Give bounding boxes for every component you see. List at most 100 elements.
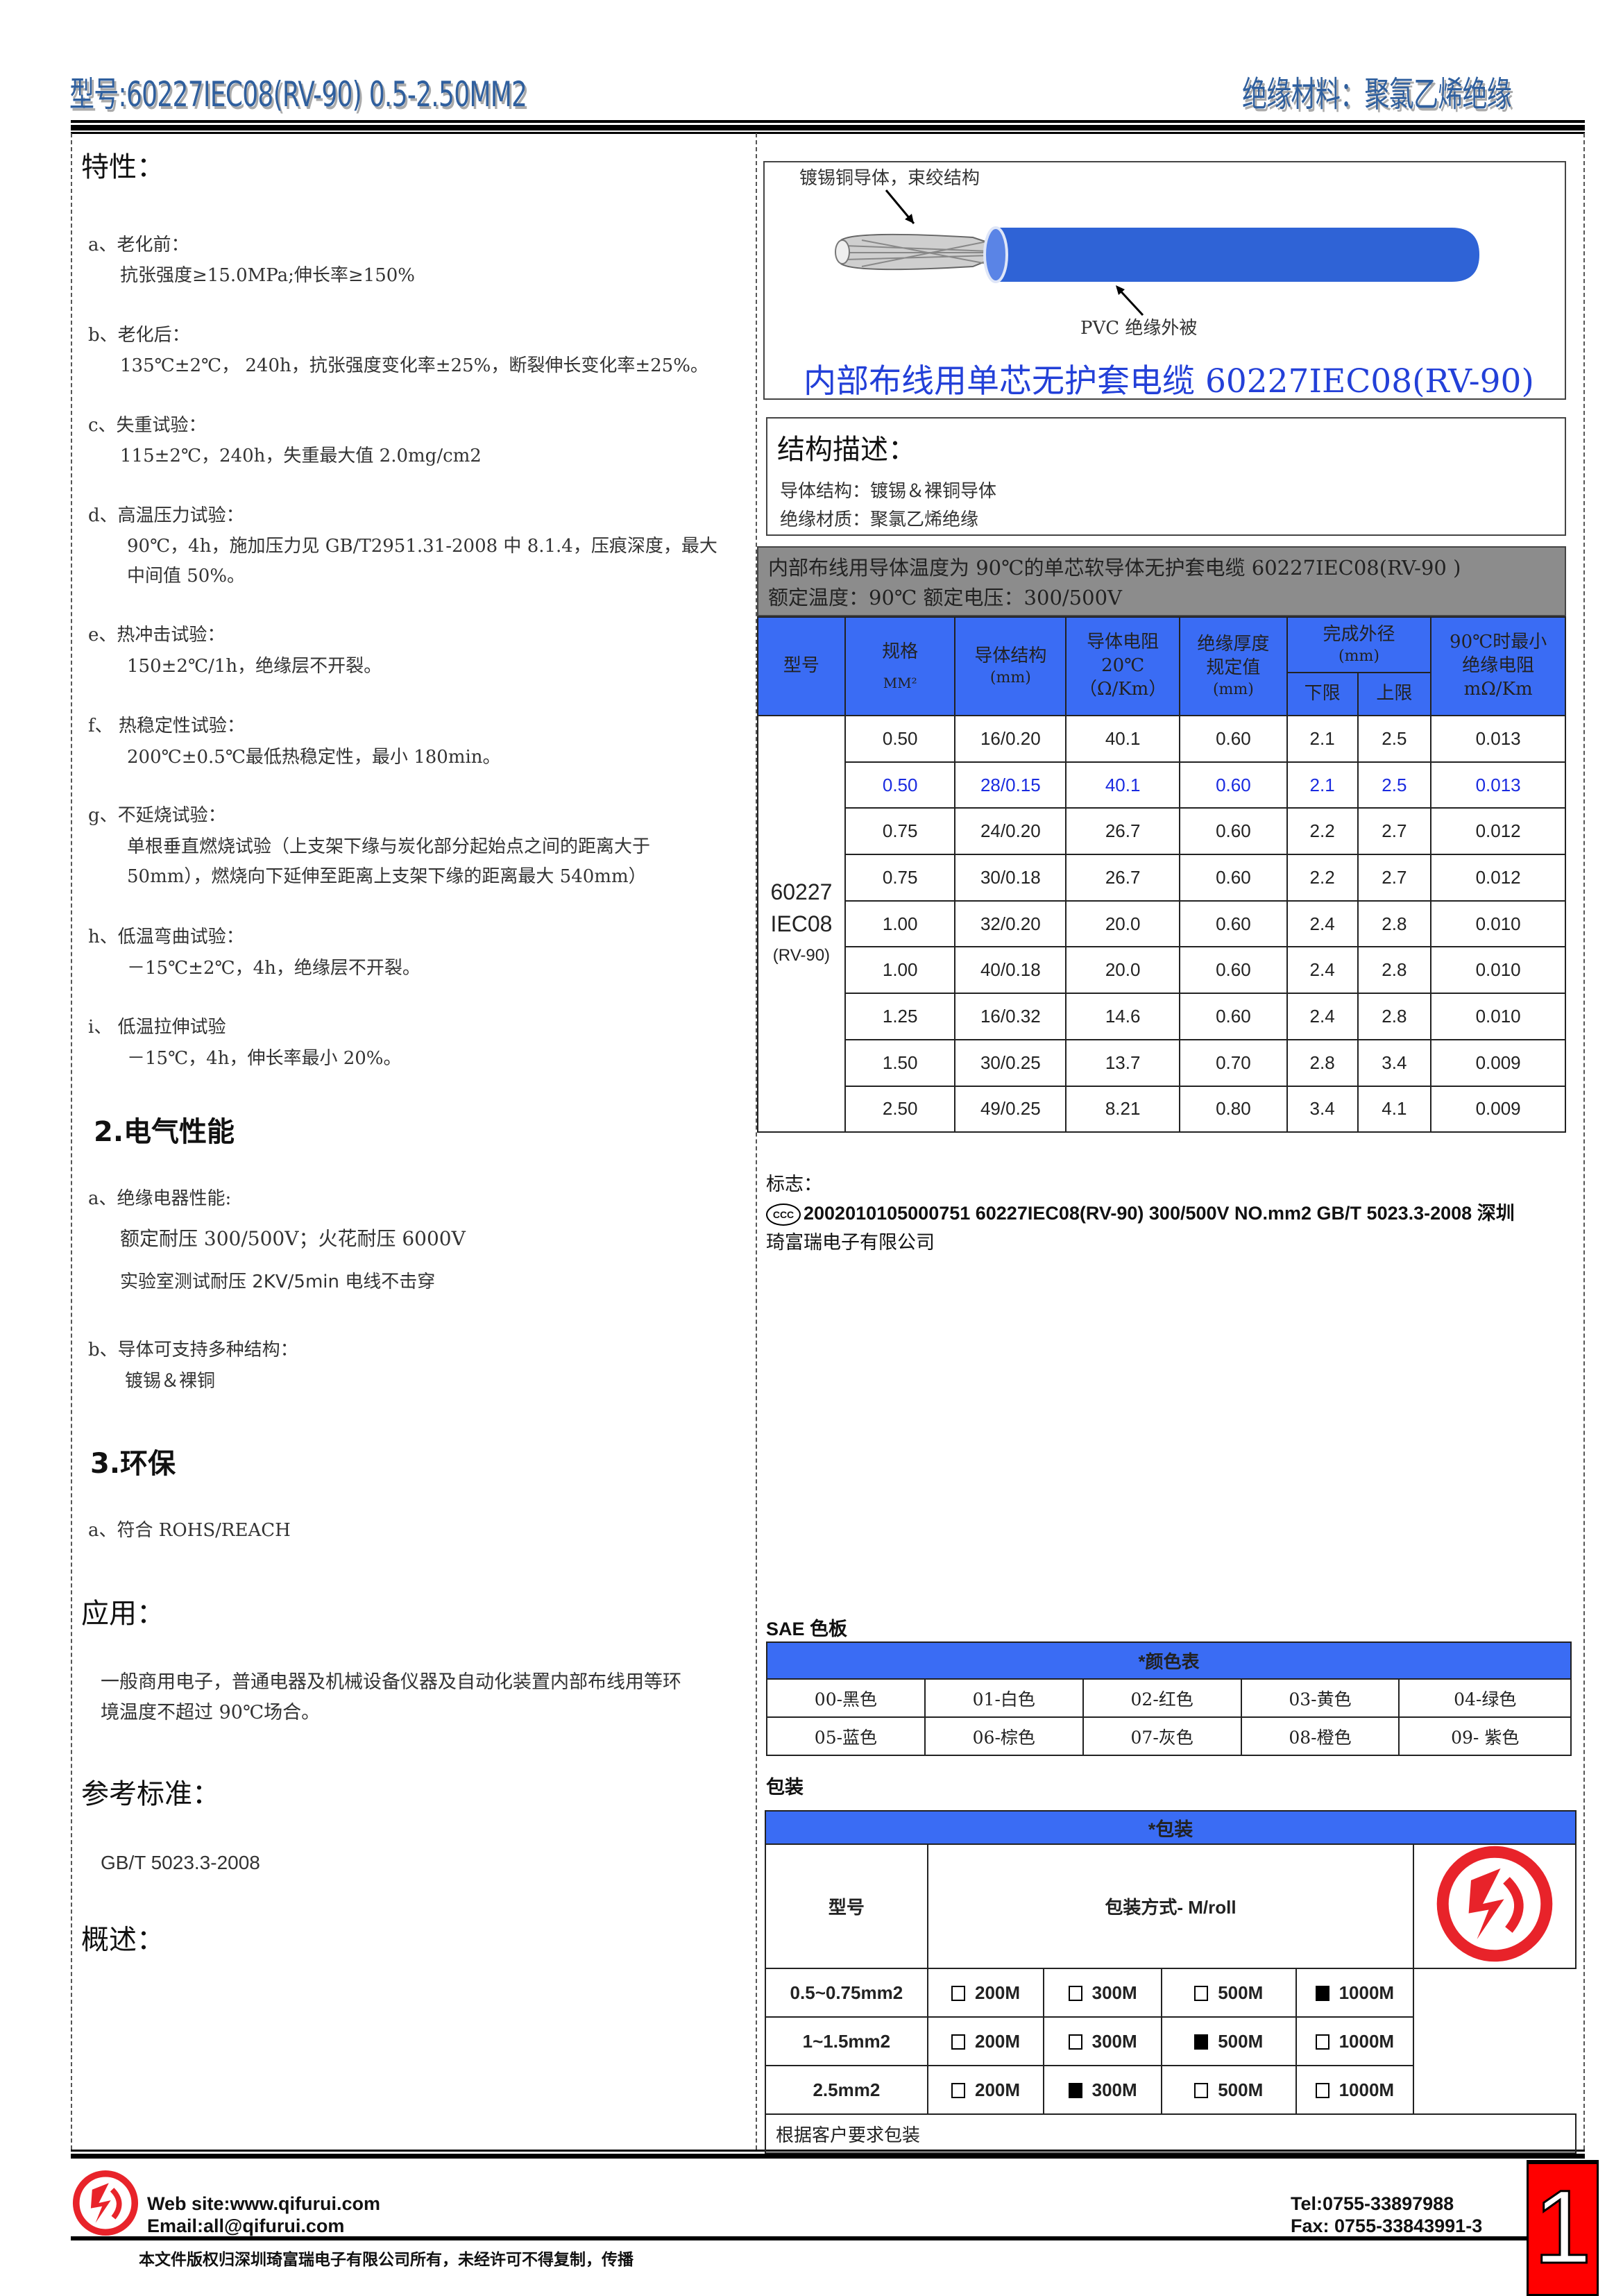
divider xyxy=(71,125,1585,130)
unchecked-box-icon[interactable] xyxy=(1194,1985,1209,2001)
electrical-a-line: 实验室测试耐压 2KV/5min 电线不击穿 xyxy=(120,1272,436,1292)
header-insulation: 绝缘厚度 规定值 (mm) xyxy=(1179,616,1288,716)
spec-row: 0.75 24/0.20 26.7 0.60 2.2 2.7 0.012 xyxy=(758,807,1566,856)
spec-cell: 40/0.18 xyxy=(954,946,1067,995)
color-cell: 00-黑色 xyxy=(766,1678,926,1718)
spec-row: 0.75 30/0.18 26.7 0.60 2.2 2.7 0.012 xyxy=(758,854,1566,902)
electrical-b-label: b、导体可支持多种结构： xyxy=(88,1340,298,1360)
packaging-table: *包装 型号 包装方式- M/roll 0.5~0.75mm2 200M 300M 50… xyxy=(765,1810,1577,2154)
packaging-option-label: 200M xyxy=(975,2079,1021,2100)
unchecked-box-icon[interactable] xyxy=(1315,2034,1329,2050)
spec-cell: 2.5 xyxy=(1357,761,1432,809)
spec-cell: 0.50 xyxy=(844,761,956,809)
spec-cell: 1.50 xyxy=(844,1038,956,1087)
property-value: －15℃，4h，伸长率最小 20%。 xyxy=(127,1048,402,1069)
packaging-option[interactable]: 200M xyxy=(926,1968,1045,2018)
spec-cell: 0.012 xyxy=(1430,807,1566,856)
spec-row: 1.00 32/0.20 20.0 0.60 2.4 2.8 0.010 xyxy=(758,900,1566,948)
spec-cell: 2.8 xyxy=(1286,1038,1359,1087)
spec-row: 1.00 40/0.18 20.0 0.60 2.4 2.8 0.010 xyxy=(758,946,1566,995)
property-value: 中间值 50%。 xyxy=(127,566,246,586)
spec-cell: 2.7 xyxy=(1357,854,1432,902)
packaging-option[interactable]: 500M xyxy=(1160,2065,1297,2115)
checked-box-icon[interactable] xyxy=(1194,2034,1209,2050)
packaging-title: 包装 xyxy=(766,1777,804,1798)
packaging-option[interactable]: 1000M xyxy=(1295,1968,1415,2018)
packaging-option[interactable]: 200M xyxy=(926,2065,1045,2115)
spec-cell: 2.7 xyxy=(1357,807,1432,856)
header-insulation-resistance: 90℃时最小 绝缘电阻 mΩ/Km xyxy=(1430,616,1566,716)
packaging-option[interactable]: 300M xyxy=(1043,2065,1162,2115)
packaging-option[interactable]: 300M xyxy=(1043,1968,1162,2018)
spec-row: 1.50 30/0.25 13.7 0.70 2.8 3.4 0.009 xyxy=(758,1038,1566,1087)
conductor-label: 镀锡铜导体，束绞结构 xyxy=(799,168,980,189)
packaging-option-label: 1000M xyxy=(1339,2030,1395,2052)
footer-website[interactable]: Web site:www.qifurui.com xyxy=(147,2193,381,2214)
packaging-note: 根据客户要求包装 xyxy=(765,2113,1577,2154)
spec-cell: 2.2 xyxy=(1286,807,1359,856)
spec-row: 60227 IEC08 (RV-90) 0.50 16/0.20 40.1 0.60 2.1 2… xyxy=(757,714,1566,1133)
footer-email[interactable]: Email:all@qifurui.com xyxy=(147,2215,345,2236)
color-cell: 01-白色 xyxy=(924,1678,1084,1718)
packaging-option[interactable]: 500M xyxy=(1160,1968,1297,2018)
color-table-header: *颜色表 xyxy=(766,1641,1572,1680)
header-resistance: 导体电阻 20℃ （Ω/Km） xyxy=(1065,616,1181,716)
spec-cell: 0.009 xyxy=(1430,1085,1566,1133)
property-value: －15℃±2℃，4h，绝缘层不开裂。 xyxy=(127,958,420,979)
color-cell: 03-黄色 xyxy=(1240,1678,1400,1718)
unchecked-box-icon[interactable] xyxy=(951,2034,966,2050)
packaging-option-label: 200M xyxy=(975,1982,1021,2003)
color-cell: 04-绿色 xyxy=(1398,1678,1572,1718)
structure-conductor: 导体结构：镀锡＆裸铜导体 xyxy=(780,481,997,502)
product-title: 内部布线用单芯无护套电缆 60227IEC08(RV-90) xyxy=(804,362,1534,400)
header-od-max: 上限 xyxy=(1357,672,1432,716)
spec-cell: 2.4 xyxy=(1286,946,1359,995)
checked-box-icon[interactable] xyxy=(1315,1985,1329,2001)
color-cell: 08-橙色 xyxy=(1240,1716,1400,1756)
packaging-option-label: 200M xyxy=(975,2030,1021,2052)
packaging-option[interactable]: 1000M xyxy=(1295,2065,1415,2115)
application-title: 应用： xyxy=(81,1598,164,1630)
packaging-option[interactable]: 300M xyxy=(1043,2016,1162,2066)
unchecked-box-icon[interactable] xyxy=(1194,2082,1209,2098)
spec-row: 1.25 16/0.32 14.6 0.60 2.4 2.8 0.010 xyxy=(758,993,1566,1040)
packaging-model: 2.5mm2 xyxy=(765,2065,928,2115)
spec-cell: 0.60 xyxy=(1179,854,1288,902)
divider xyxy=(71,120,1585,123)
spec-cell: 4.1 xyxy=(1357,1085,1432,1133)
application-line: 境温度不超过 90℃场合。 xyxy=(101,1702,321,1723)
color-row: 05-蓝色 06-棕色 07-灰色 08-橙色 09- 紫色 xyxy=(766,1716,1572,1756)
electrical-title: 2.电气性能 xyxy=(94,1116,235,1148)
packaging-option[interactable]: 500M xyxy=(1160,2016,1297,2066)
packaging-option[interactable]: 1000M xyxy=(1295,2016,1415,2066)
spec-row: 0.50 28/0.15 40.1 0.60 2.1 2.5 0.013 xyxy=(758,761,1566,809)
spec-cell: 0.010 xyxy=(1430,993,1566,1040)
packaging-col-method: 包装方式- M/roll xyxy=(926,1843,1415,1969)
unchecked-box-icon[interactable] xyxy=(1068,2034,1082,2050)
packaging-row: 2.5mm2 200M 300M 500M 1000M xyxy=(765,2065,1576,2115)
unchecked-box-icon[interactable] xyxy=(951,2082,966,2098)
property-label: d、高温压力试验： xyxy=(88,505,244,526)
property-value: 150±2℃/1h，绝缘层不开裂。 xyxy=(127,656,382,677)
spec-cell: 8.21 xyxy=(1065,1085,1181,1133)
unchecked-box-icon[interactable] xyxy=(951,1985,966,2001)
spec-cell: 0.60 xyxy=(1179,807,1288,856)
spec-cell: 16/0.32 xyxy=(954,993,1067,1040)
spec-cell: 26.7 xyxy=(1065,854,1181,902)
spec-cell: 0.010 xyxy=(1430,946,1566,995)
unchecked-box-icon[interactable] xyxy=(1315,2082,1329,2098)
spec-cell: 2.1 xyxy=(1286,715,1359,763)
spec-cell: 2.4 xyxy=(1286,993,1359,1040)
page-number: 1 xyxy=(1527,2160,1599,2296)
unchecked-box-icon[interactable] xyxy=(1068,1985,1082,2001)
spec-table: 型号 规格 MM² 导体结构 (mm) 导体电阻 20℃ （Ω/Km） 绝缘厚度 规定值(… xyxy=(757,616,1566,1133)
application-line: 一般商用电子，普通电器及机械设备仪器及自动化装置内部布线用等环 xyxy=(101,1671,681,1693)
property-label: e、热冲击试验： xyxy=(88,625,226,645)
packaging-option[interactable]: 200M xyxy=(926,2016,1045,2066)
spec-cell: 32/0.20 xyxy=(954,900,1067,948)
standards-line: GB/T 5023.3-2008 xyxy=(101,1852,260,1873)
spec-cell: 14.6 xyxy=(1065,993,1181,1040)
color-cell: 09- 紫色 xyxy=(1398,1716,1572,1756)
packaging-option-label: 500M xyxy=(1218,1982,1264,2003)
checked-box-icon[interactable] xyxy=(1068,2082,1082,2098)
